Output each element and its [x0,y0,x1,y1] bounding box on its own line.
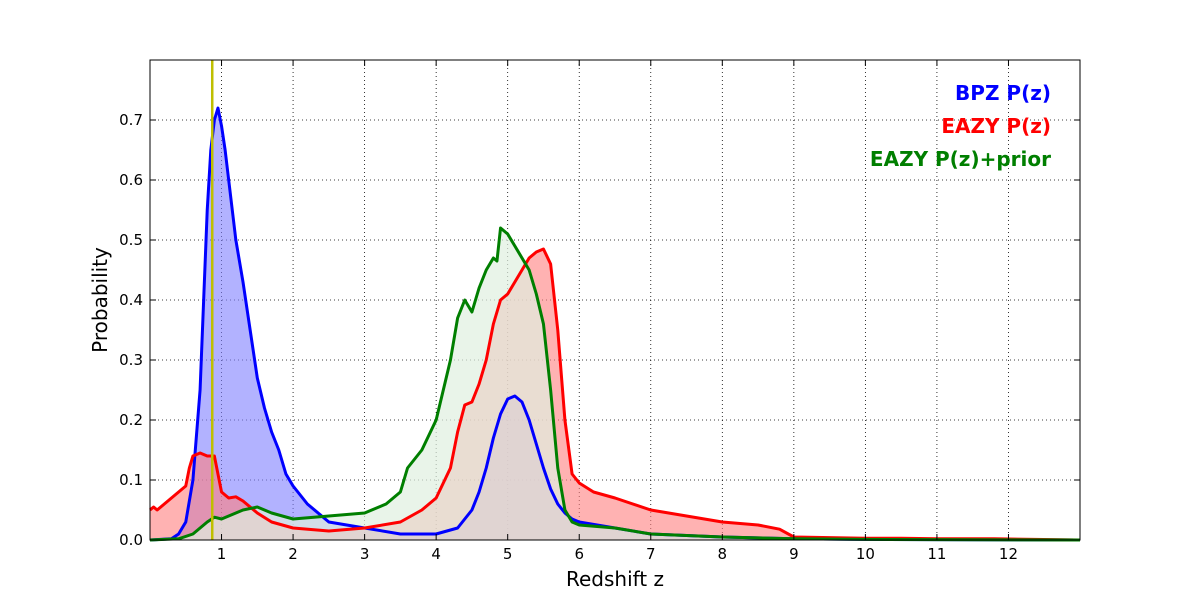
grid [150,60,1080,541]
x-tick-label: 7 [646,545,656,563]
y-axis-label: Probability [88,247,112,353]
x-tick-label: 11 [927,545,946,563]
y-tick-label: 0.7 [119,111,143,129]
legend-entry-eazy-p-z: EAZY P(z) [941,114,1051,138]
x-tick-label: 10 [856,545,875,563]
y-tick-label: 0.2 [119,411,143,429]
y-tick-label: 0.3 [119,351,143,369]
x-tick-label: 1 [217,545,227,563]
x-tick-label: 6 [574,545,584,563]
x-tick-label: 5 [503,545,513,563]
y-tick-label: 0.4 [119,291,143,309]
series-fill-bpz-p-z [150,108,1080,540]
legend-entry-eazy-p-z-prior: EAZY P(z)+prior [870,147,1051,171]
legend: BPZ P(z) EAZY P(z) EAZY P(z)+prior [870,81,1051,171]
x-tick-label: 2 [288,545,298,563]
y-tick-label: 0.6 [119,171,143,189]
x-tick-label: 4 [431,545,441,563]
x-tick-label: 8 [718,545,728,563]
y-tick-label: 0.0 [119,531,143,549]
legend-entry-bpz-p-z: BPZ P(z) [955,81,1051,105]
x-tick-label: 12 [999,545,1018,563]
x-tick-label: 9 [789,545,799,563]
series-line-eazy-p-z-prior [149,226,1081,542]
x-axis-label: Redshift z [566,567,664,591]
y-tick-label: 0.1 [119,471,143,489]
x-tick-label: 3 [360,545,370,563]
y-tick-label: 0.5 [119,231,143,249]
ticks: 1 2 3 4 5 6 7 8 9 10 11 120.00.10.20.30.40.50.60.7 [119,60,1080,563]
series-line-eazy-p-z [149,247,1081,542]
